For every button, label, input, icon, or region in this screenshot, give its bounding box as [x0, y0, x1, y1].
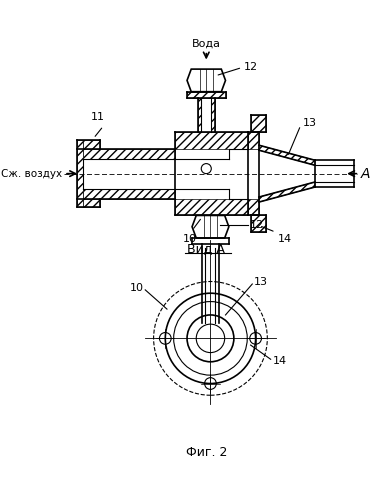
Text: 12: 12 [250, 220, 264, 230]
Polygon shape [248, 198, 259, 216]
Polygon shape [175, 132, 248, 148]
Text: Вид A: Вид A [187, 242, 225, 256]
Polygon shape [248, 132, 259, 148]
Text: 10: 10 [183, 234, 197, 244]
Text: 10: 10 [129, 283, 144, 293]
Polygon shape [83, 140, 100, 148]
Text: Фиг. 2: Фиг. 2 [186, 446, 227, 458]
Bar [187, 92, 226, 98]
Polygon shape [175, 198, 248, 216]
Polygon shape [83, 198, 100, 207]
Text: Вода: Вода [192, 38, 221, 48]
Polygon shape [77, 140, 83, 207]
Polygon shape [83, 148, 175, 158]
Text: 13: 13 [254, 278, 268, 287]
Bar [250, 216, 266, 232]
Text: 14: 14 [272, 356, 286, 366]
Polygon shape [211, 98, 215, 132]
Text: Сж. воздух: Сж. воздух [1, 168, 62, 178]
Text: 13: 13 [302, 118, 316, 128]
Text: 14: 14 [278, 234, 292, 244]
Polygon shape [83, 188, 175, 198]
Polygon shape [259, 145, 315, 166]
Polygon shape [259, 182, 315, 202]
Text: 12: 12 [244, 62, 258, 72]
Bar [250, 115, 266, 132]
Text: 11: 11 [91, 112, 105, 122]
Text: A: A [361, 166, 371, 180]
Polygon shape [198, 98, 201, 132]
Polygon shape [187, 69, 226, 92]
Polygon shape [192, 216, 229, 238]
